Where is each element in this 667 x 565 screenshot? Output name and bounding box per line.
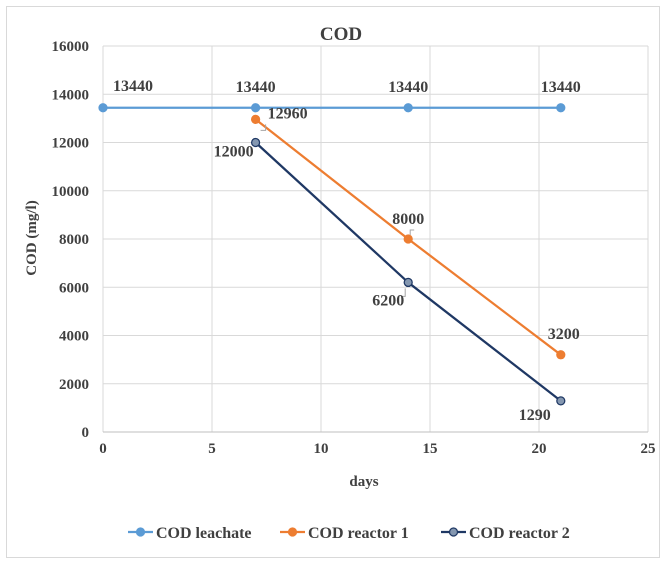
y-tick-label: 10000: [52, 184, 90, 200]
data-label-cod-leachate: 13440: [236, 79, 276, 96]
data-point-cod-reactor-1: [250, 114, 261, 124]
y-tick-label: 4000: [59, 329, 89, 345]
data-label-leader: [409, 229, 415, 235]
series-lines: [103, 106, 562, 402]
y-tick-label: 14000: [52, 87, 90, 103]
data-label-cod-leachate: 13440: [541, 79, 581, 96]
data-label-cod-reactor-1: 8000: [392, 211, 424, 228]
data-point-cod-leachate: [403, 103, 413, 113]
y-tick-label: 12000: [52, 136, 90, 152]
x-tick-label: 10: [314, 441, 329, 457]
data-label-leader: [260, 124, 267, 131]
data-point-cod-leachate: [98, 103, 108, 113]
x-tick-label: 5: [208, 441, 216, 457]
data-point-cod-leachate: [250, 103, 261, 113]
legend-marker-cod-leachate: [135, 527, 146, 537]
y-tick-label: 6000: [59, 280, 89, 296]
data-label-cod-reactor-2: 6200: [372, 292, 404, 309]
data-point-cod-reactor-2: [250, 137, 261, 148]
grid-lines: [102, 45, 649, 433]
y-axis-title: COD (mg/l): [24, 200, 40, 275]
data-point-cod-leachate: [556, 103, 566, 113]
legend-marker-cod-reactor-1: [287, 527, 298, 537]
x-axis-title: days: [349, 474, 378, 490]
chart-title: COD: [320, 24, 362, 45]
legend-label-cod-leachate: COD leachate: [156, 525, 252, 542]
data-label-cod-reactor-2: 12000: [214, 144, 254, 161]
legend-label-cod-reactor-1: COD reactor 1: [308, 525, 409, 542]
x-tick-labels: 0 5 10 15 20 25: [99, 441, 655, 457]
data-point-cod-reactor-2: [403, 277, 413, 288]
legend-marker-cod-reactor-2: [448, 527, 459, 537]
data-points: [98, 103, 566, 406]
data-point-cod-reactor-1: [403, 234, 413, 244]
x-tick-label: 0: [99, 441, 107, 457]
data-labels: 13440 13440 13440 13440 12960 8000 3200 12000 62…: [113, 78, 581, 424]
data-label-cod-reactor-1: 3200: [548, 326, 580, 343]
x-tick-label: 20: [532, 441, 547, 457]
legend: COD leachate COD reactor 1 COD reactor 2: [128, 525, 570, 542]
x-tick-label: 15: [423, 441, 438, 457]
y-tick-label: 0: [82, 425, 90, 441]
y-tick-label: 2000: [59, 377, 89, 393]
data-point-cod-reactor-2: [556, 396, 566, 406]
data-label-leader: [401, 288, 406, 297]
data-label-cod-reactor-2: 1290: [519, 407, 551, 424]
series-line-cod-reactor-2: [254, 141, 562, 402]
y-tick-label: 16000: [52, 39, 90, 55]
legend-label-cod-reactor-2: COD reactor 2: [469, 525, 570, 542]
x-tick-label: 25: [641, 441, 656, 457]
label-leader-lines: [260, 124, 415, 297]
data-label-cod-leachate: 13440: [388, 79, 428, 96]
chart-frame: [6, 6, 660, 558]
y-tick-labels: 0 2000 4000 6000 8000 10000 12000 14000 16000: [52, 39, 90, 441]
y-tick-label: 8000: [59, 232, 89, 248]
data-label-cod-leachate: 13440: [113, 78, 153, 95]
data-point-cod-reactor-1: [556, 350, 566, 360]
data-label-cod-reactor-1: 12960: [268, 105, 308, 122]
